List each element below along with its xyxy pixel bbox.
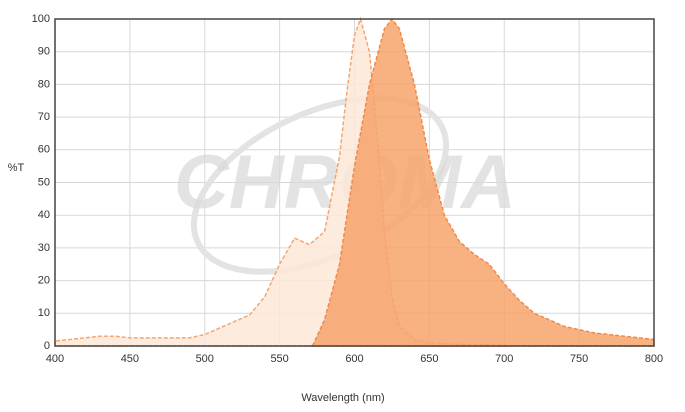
- x-tick-label: 500: [196, 353, 214, 365]
- spectrum-area: [311, 17, 655, 347]
- y-tick-label: 50: [38, 176, 50, 188]
- y-tick-label: 80: [38, 78, 50, 90]
- y-tick-label: 90: [38, 46, 50, 58]
- y-tick-label: 60: [38, 144, 50, 156]
- y-tick-label: 0: [44, 340, 50, 352]
- y-tick-label: 100: [32, 13, 50, 25]
- x-tick-label: 800: [645, 353, 663, 365]
- y-tick-label: 40: [38, 209, 50, 221]
- y-axis-label: %T: [8, 162, 25, 174]
- y-tick-label: 30: [38, 242, 50, 254]
- y-tick-label: 10: [38, 307, 50, 319]
- y-tick-label: 20: [38, 275, 50, 287]
- y-tick-label: 70: [38, 111, 50, 123]
- x-tick-label: 750: [570, 353, 588, 365]
- x-axis-label: Wavelength (nm): [301, 392, 384, 404]
- x-tick-label: 450: [121, 353, 139, 365]
- x-tick-label: 400: [46, 353, 64, 365]
- spectrum-area: [54, 16, 505, 347]
- x-tick-label: 700: [495, 353, 513, 365]
- plot-frame: [54, 18, 655, 347]
- x-tick-label: 550: [270, 353, 288, 365]
- x-tick-label: 650: [420, 353, 438, 365]
- x-tick-label: 600: [345, 353, 363, 365]
